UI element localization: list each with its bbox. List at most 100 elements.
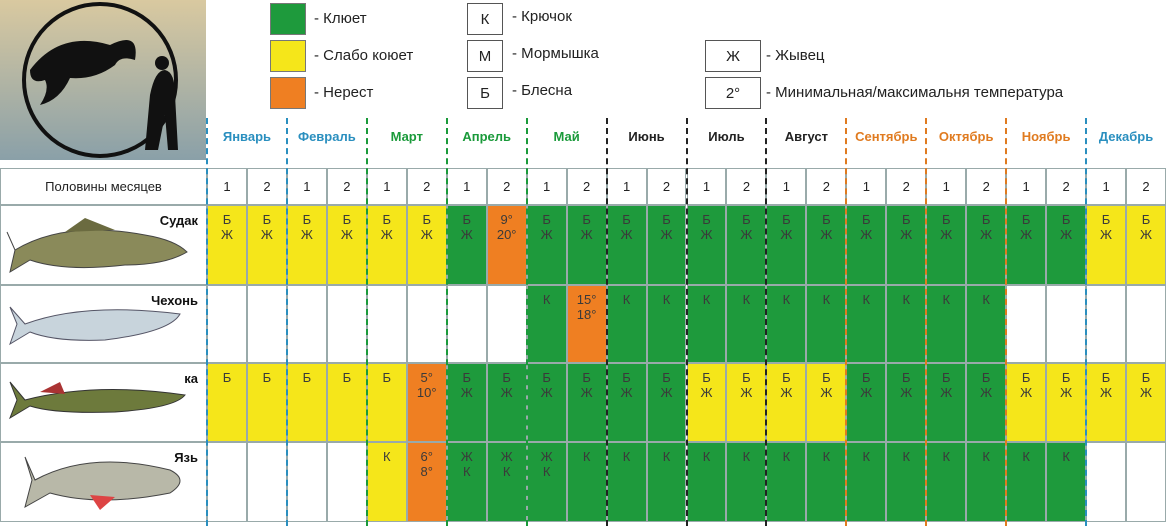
month-divider [285,118,288,526]
half-label: 1 [366,168,407,205]
calendar-cell: К [686,442,727,522]
cell-text: Б [342,370,352,385]
cell-text: Б [702,370,711,385]
calendar-cell: 6° 8° [406,442,447,522]
month-divider [765,118,768,526]
calendar-cell: К [726,285,767,363]
fish-image [24,456,181,510]
calendar-cell [1126,285,1166,363]
legend-label: - Мормышка [512,45,599,62]
cell-text: Ж [700,385,713,400]
cell-text: Ж [460,449,473,464]
half-label: 1 [766,168,807,205]
month-divider [925,118,928,526]
cell-text: 20° [496,227,517,242]
cell-text: 15° [576,292,597,307]
half-label: 1 [1006,168,1047,205]
calendar-cell: К [646,285,687,363]
cell-text: Б [582,212,591,227]
fish-image [6,218,188,274]
calendar-cell: 9° 20° [486,205,527,285]
legend-symbol: К [467,3,503,35]
cell-text: Б [822,370,831,385]
month-name: Январь [222,128,272,144]
cell-text: Б [1101,370,1111,385]
calendar-cell [1126,442,1166,522]
cell-text: К [942,449,951,464]
half-label: 1 [606,168,647,205]
month-name: Февраль [297,128,356,144]
cell-text: Б [1021,212,1031,227]
fish-name: Чехонь [151,293,198,308]
legend-symbol: Б [467,77,503,109]
cell-text: К [702,292,711,307]
calendar-cell: Б [286,363,327,442]
cell-text: Б [222,212,232,227]
cell-text: Б [1141,212,1151,227]
cell-text: Ж [940,385,953,400]
cell-text: К [383,449,391,464]
calendar-cell: К [566,442,607,522]
calendar-cell: К [966,442,1007,522]
legend-label: - Блесна [512,82,573,99]
cell-text: Б [382,212,392,227]
calendar-cell: К [366,442,407,522]
cell-text: Ж [700,227,713,242]
calendar-cell: К [686,285,727,363]
cell-text: Ж [500,449,513,464]
legend-label: - Крючок [512,8,572,25]
cell-text: Ж [620,227,633,242]
cell-text: Ж [580,227,593,242]
legend-label: - Минимальная/максимальня температура [766,84,1064,101]
cell-text: Ж [460,385,473,400]
cell-text: Ж [340,227,353,242]
cell-text: Ж [220,227,233,242]
legend-symbol: М [467,40,503,72]
fish-name: Судак [159,213,198,228]
month-name: Июль [708,128,745,144]
month-name: Июнь [628,128,665,144]
legend-symbol: 2° [705,77,761,109]
cell-text: Б [462,370,471,385]
calendar-cell: К [926,442,967,522]
cell-text: Б [702,212,711,227]
cell-text: Ж [580,385,593,400]
calendar-cell [246,285,287,363]
cell-text: 8° [420,464,433,479]
cell-text: Б [1101,212,1111,227]
cell-text: Б [542,212,551,227]
cell-text: Б [262,212,272,227]
calendar-cell [1086,442,1127,522]
half-label: 1 [926,168,967,205]
calendar-cell: 5° 10° [406,363,447,442]
cell-text: 6° [420,449,433,464]
half-label: 2 [486,168,527,205]
cell-text: К [542,464,551,479]
cell-text: Б [901,370,911,385]
half-label: 2 [886,168,927,205]
cell-text: Б [822,212,831,227]
cell-text: Ж [380,227,393,242]
calendar-cell: К [846,442,887,522]
month-divider [605,118,608,526]
calendar-cell [326,285,367,363]
calendar-cell [207,285,247,363]
half-label: 2 [806,168,847,205]
